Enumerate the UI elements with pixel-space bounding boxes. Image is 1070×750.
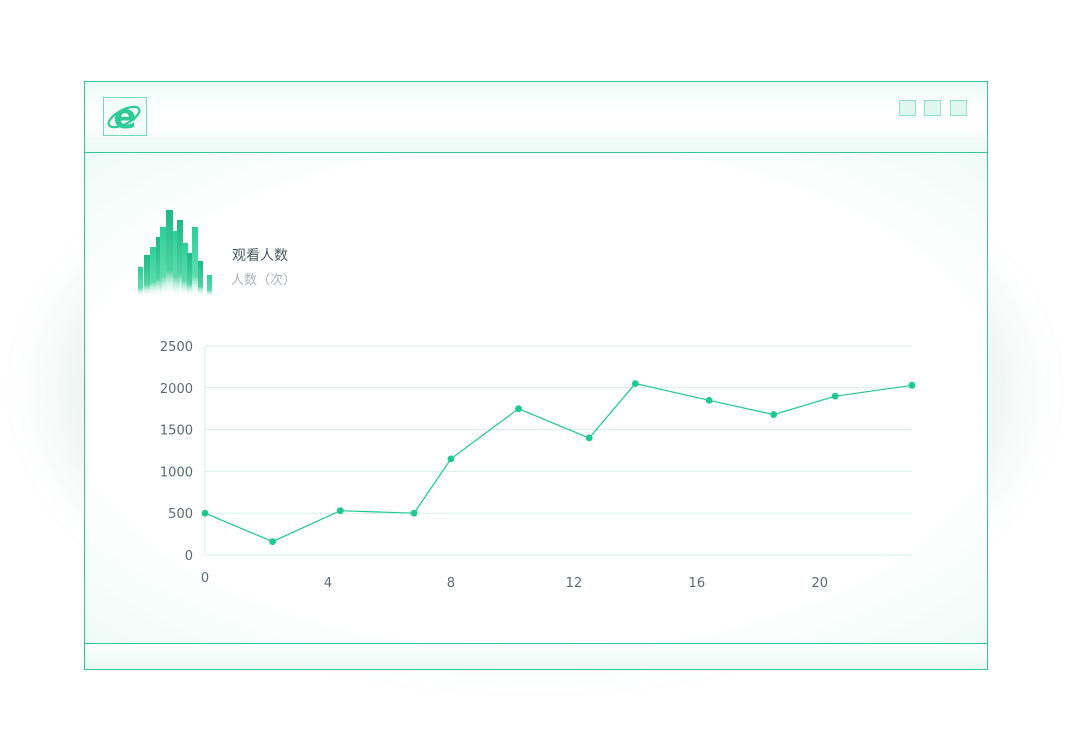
data-point <box>336 507 344 515</box>
data-point <box>770 411 778 418</box>
data-point <box>515 405 522 413</box>
x-tick-label: 4 <box>324 576 332 591</box>
x-tick-label: 0 <box>201 571 209 586</box>
data-point <box>631 380 639 388</box>
maximize-icon[interactable] <box>924 100 941 116</box>
svg-text:e: e <box>113 98 136 135</box>
data-point <box>585 434 593 442</box>
chart-title: 观看人数 <box>232 248 288 264</box>
bar-city-icon <box>135 205 215 301</box>
y-tick-label: 1000 <box>160 465 193 480</box>
data-point <box>269 538 277 546</box>
internet-explorer-icon[interactable]: e <box>103 97 147 137</box>
y-tick-label: 500 <box>168 507 193 522</box>
status-bar <box>85 643 987 669</box>
y-tick-label: 2500 <box>160 340 193 355</box>
title-bar: e <box>85 82 987 153</box>
x-tick-label: 12 <box>566 576 583 591</box>
data-point <box>908 381 916 389</box>
x-tick-label: 20 <box>812 576 829 591</box>
y-tick-label: 2000 <box>160 382 193 397</box>
x-tick-label: 16 <box>689 576 706 591</box>
x-tick-label: 8 <box>447 576 455 591</box>
chart-subtitle: 人数（次） <box>231 273 297 288</box>
minimize-icon[interactable] <box>899 100 916 116</box>
data-point <box>201 509 209 517</box>
y-tick-label: 0 <box>185 549 193 564</box>
y-tick-label: 1500 <box>160 424 193 439</box>
data-point <box>447 455 455 463</box>
close-icon[interactable] <box>950 100 967 116</box>
data-point <box>831 392 839 400</box>
data-point <box>410 509 418 517</box>
series-line <box>204 382 913 543</box>
data-point <box>705 396 713 404</box>
